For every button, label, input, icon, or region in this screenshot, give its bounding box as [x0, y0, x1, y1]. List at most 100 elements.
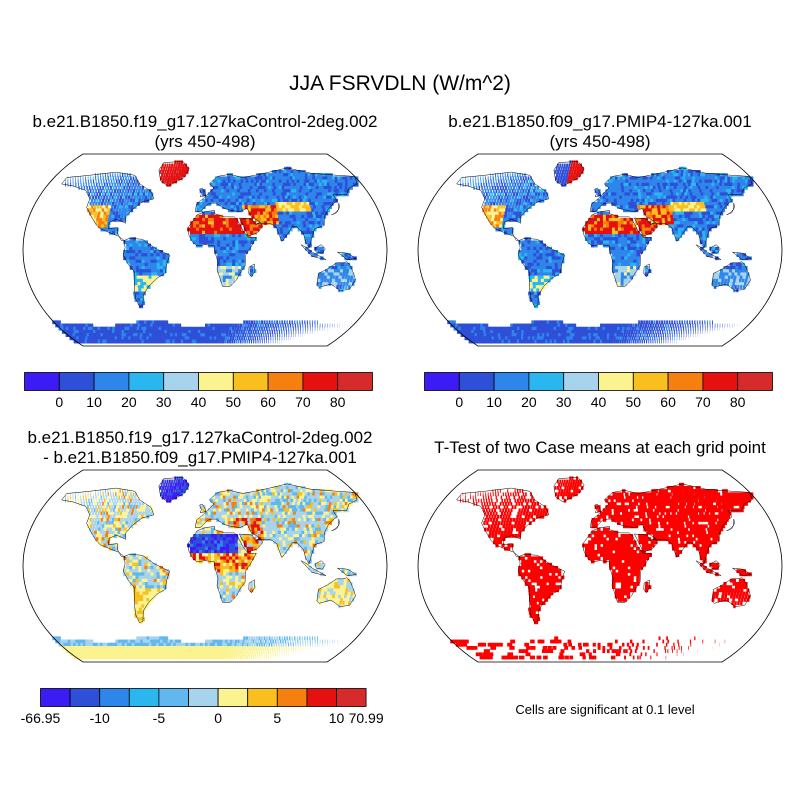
grid-cell: [663, 320, 666, 325]
grid-cell: [679, 205, 684, 209]
grid-cell: [276, 195, 281, 200]
grid-cell: [340, 266, 344, 270]
grid-cell: [682, 205, 687, 209]
grid-cell: [514, 189, 517, 193]
grid-cell: [243, 182, 248, 187]
grid-cell: [183, 486, 187, 490]
grid-cell: [189, 237, 194, 241]
grid-cell: [627, 253, 631, 257]
grid-cell: [640, 179, 645, 184]
grid-cell: [668, 195, 674, 200]
grid-cell: [289, 320, 291, 325]
grid-cell: [663, 186, 668, 190]
grid-cell: [609, 336, 612, 341]
grid-cell: [164, 170, 167, 174]
grid-cell: [123, 240, 127, 245]
grid-cell: [105, 179, 108, 184]
grid-cell: [283, 214, 288, 219]
grid-cell: [609, 246, 613, 251]
grid-cell: [570, 323, 574, 328]
grid-cell: [230, 333, 233, 337]
grid-cell: [119, 189, 122, 193]
grid-cell: [489, 211, 493, 216]
grid-cell: [119, 205, 123, 209]
grid-cell: [198, 240, 203, 245]
grid-cell: [103, 211, 107, 216]
grid-cell: [690, 326, 692, 331]
grid-cell: [235, 195, 240, 200]
grid-cell: [683, 326, 685, 331]
grid-cell: [525, 195, 529, 200]
grid-cell: [310, 326, 311, 331]
grid-cell: [449, 320, 456, 325]
grid-cell: [613, 195, 618, 200]
grid-cell: [117, 176, 120, 181]
grid-cell: [90, 192, 93, 197]
grid-cell: [239, 189, 244, 193]
grid-cell: [202, 227, 206, 232]
grid-cell: [109, 211, 113, 216]
grid-cell: [232, 243, 236, 248]
grid-cell: [205, 211, 209, 216]
grid-cell: [672, 182, 678, 187]
grid-cell: [244, 250, 249, 254]
grid-cell: [548, 259, 553, 264]
grid-cell: [547, 330, 552, 334]
grid-cell: [543, 269, 547, 273]
grid-cell: [277, 336, 278, 341]
grid-cell: [238, 195, 242, 200]
grid-cell: [638, 320, 641, 325]
grid-cell: [210, 211, 215, 216]
grid-cell: [602, 330, 606, 334]
grid-cell: [129, 182, 132, 187]
grid-cell: [676, 192, 681, 197]
grid-cell: [536, 250, 540, 254]
grid-cell: [107, 186, 110, 190]
grid-cell: [575, 326, 580, 331]
grid-cell: [333, 269, 338, 273]
grid-cell: [283, 202, 289, 206]
grid-cell: [490, 202, 493, 206]
grid-cell: [654, 323, 657, 328]
grid-cell: [87, 208, 90, 213]
coastline-indonesia: [695, 244, 722, 260]
grid-cell: [643, 339, 646, 344]
grid-cell: [484, 211, 487, 216]
grid-cell: [647, 221, 652, 225]
grid-cell: [317, 320, 318, 325]
grid-cell: [230, 208, 235, 213]
grid-cell: [504, 202, 507, 206]
grid-cell: [627, 234, 631, 238]
grid-cell: [480, 182, 482, 187]
grid-cell: [290, 182, 296, 187]
grid-cell: [229, 256, 233, 261]
grid-cell: [618, 253, 622, 257]
grid-cell: [671, 179, 676, 184]
grid-cell: [622, 336, 625, 341]
grid-cell: [205, 230, 209, 235]
grid-cell: [273, 221, 277, 225]
grid-cell: [299, 218, 304, 222]
grid-cell: [124, 198, 127, 203]
grid-cell: [272, 202, 277, 206]
grid-cell: [224, 323, 228, 328]
grid-cell: [551, 262, 556, 267]
grid-cell: [307, 323, 309, 328]
grid-cell: [609, 323, 613, 328]
grid-cell: [210, 182, 214, 187]
grid-cell: [260, 195, 265, 200]
grid-cell: [304, 240, 309, 245]
grid-cell: [600, 339, 603, 344]
grid-cell: [210, 192, 214, 197]
grid-cell: [686, 198, 691, 203]
grid-cell: [85, 179, 87, 184]
grid-cell: [112, 211, 116, 216]
grid-cell: [524, 256, 528, 261]
grid-cell: [510, 198, 514, 203]
grid-cell: [693, 195, 699, 200]
grid-cell: [603, 230, 607, 235]
grid-cell: [262, 330, 264, 334]
grid-cell: [661, 339, 662, 344]
grid-cell: [244, 323, 248, 328]
grid-cell: [279, 224, 284, 229]
